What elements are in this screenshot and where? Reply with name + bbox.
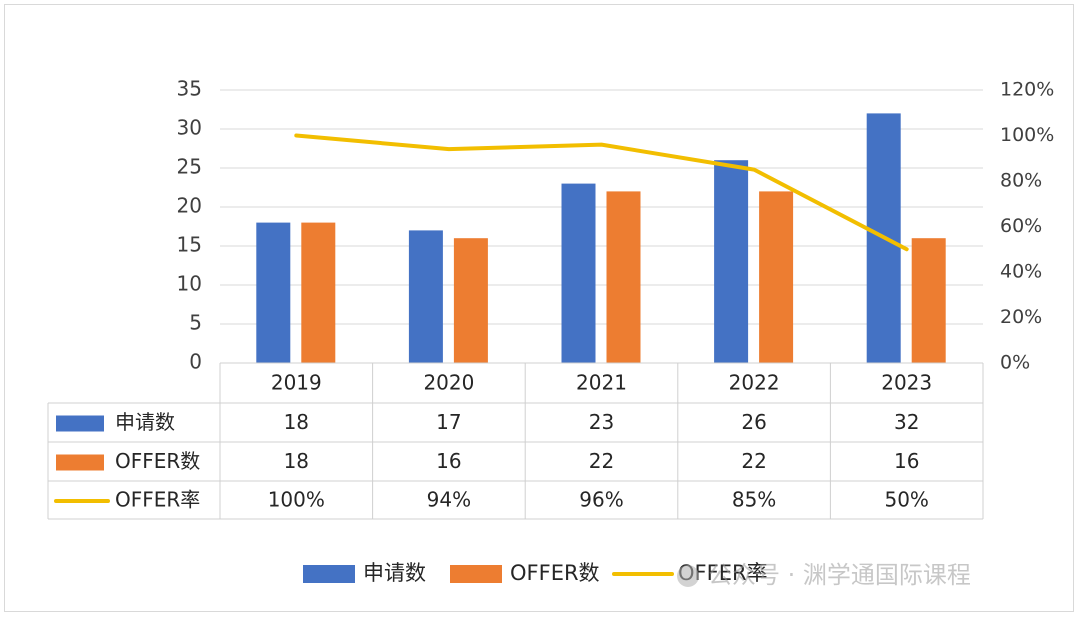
bar-offers xyxy=(759,191,794,363)
y-left-tick-label: 10 xyxy=(177,272,202,296)
table-cell: 22 xyxy=(741,449,766,473)
table-cell: 32 xyxy=(894,410,919,434)
table-cell: 85% xyxy=(732,488,776,512)
y-right-tick-label: 120% xyxy=(1000,79,1054,101)
y-right-tick-label: 100% xyxy=(1000,124,1054,146)
bar-applications xyxy=(561,183,596,363)
table-row-label: OFFER数 xyxy=(115,449,200,473)
y-left-tick-label: 25 xyxy=(177,155,202,179)
table-cell: 22 xyxy=(589,449,614,473)
x-category-label: 2020 xyxy=(423,371,474,395)
y-left-tick-label: 30 xyxy=(177,116,202,140)
table-cell: 94% xyxy=(427,488,471,512)
y-right-tick-label: 80% xyxy=(1000,170,1042,192)
line-offer-rate xyxy=(294,133,909,252)
table-cell: 23 xyxy=(589,410,614,434)
wechat-icon xyxy=(677,565,699,587)
table-cell: 17 xyxy=(436,410,461,434)
watermark: 公众号 · 渊学通国际课程 xyxy=(677,561,971,589)
table-row-label: OFFER率 xyxy=(115,488,200,512)
y-left-tick-label: 5 xyxy=(189,311,202,335)
table-cell: 18 xyxy=(284,449,309,473)
y-left-tick-label: 20 xyxy=(177,194,202,218)
legend-key xyxy=(450,565,502,583)
table-cell: 50% xyxy=(884,488,928,512)
chart-frame xyxy=(4,4,1074,612)
table-row-label: 申请数 xyxy=(115,410,175,434)
y-right-tick-label: 40% xyxy=(1000,261,1042,283)
table-cell: 16 xyxy=(436,449,461,473)
x-category-label: 2021 xyxy=(576,371,627,395)
table-cell: 100% xyxy=(268,488,325,512)
x-category-label: 2023 xyxy=(881,371,932,395)
bar-applications xyxy=(256,222,291,363)
table-cell: 26 xyxy=(741,410,766,434)
x-category-label: 2019 xyxy=(271,371,322,395)
x-category-label: 2022 xyxy=(729,371,780,395)
y-right-tick-label: 0% xyxy=(1000,352,1030,374)
table-legend-key xyxy=(56,454,104,471)
table-cell: 96% xyxy=(579,488,623,512)
bar-applications xyxy=(714,160,749,363)
bar-applications xyxy=(408,230,443,363)
legend-key xyxy=(303,565,355,583)
y-right-tick-label: 60% xyxy=(1000,215,1042,237)
watermark-text: 公众号 · 渊学通国际课程 xyxy=(708,561,971,589)
y-left-tick-label: 15 xyxy=(177,233,202,257)
legend-label: OFFER数 xyxy=(510,561,600,585)
bar-offers xyxy=(453,238,488,363)
table-legend-key xyxy=(56,415,104,432)
table-cell: 16 xyxy=(894,449,919,473)
bar-offers xyxy=(301,222,336,363)
y-left-tick-label: 0 xyxy=(189,350,202,374)
table-cell: 18 xyxy=(284,410,309,434)
y-right-tick-label: 20% xyxy=(1000,306,1042,328)
y-left-tick-label: 35 xyxy=(177,77,202,101)
bar-offers xyxy=(606,191,641,363)
bar-offers xyxy=(911,238,946,363)
legend-label: 申请数 xyxy=(363,561,426,585)
